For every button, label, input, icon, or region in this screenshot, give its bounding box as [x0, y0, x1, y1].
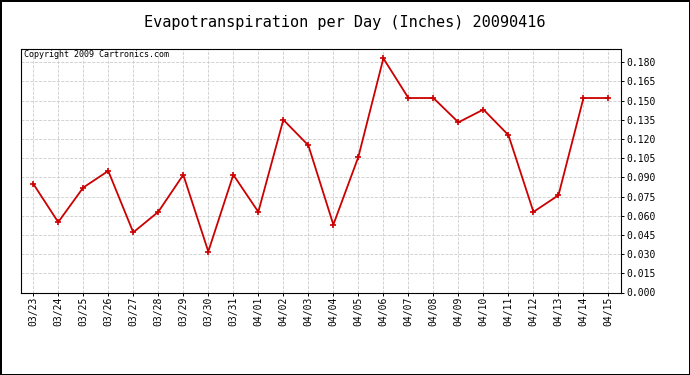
Text: Copyright 2009 Cartronics.com: Copyright 2009 Cartronics.com [23, 50, 168, 59]
Text: Evapotranspiration per Day (Inches) 20090416: Evapotranspiration per Day (Inches) 2009… [144, 15, 546, 30]
